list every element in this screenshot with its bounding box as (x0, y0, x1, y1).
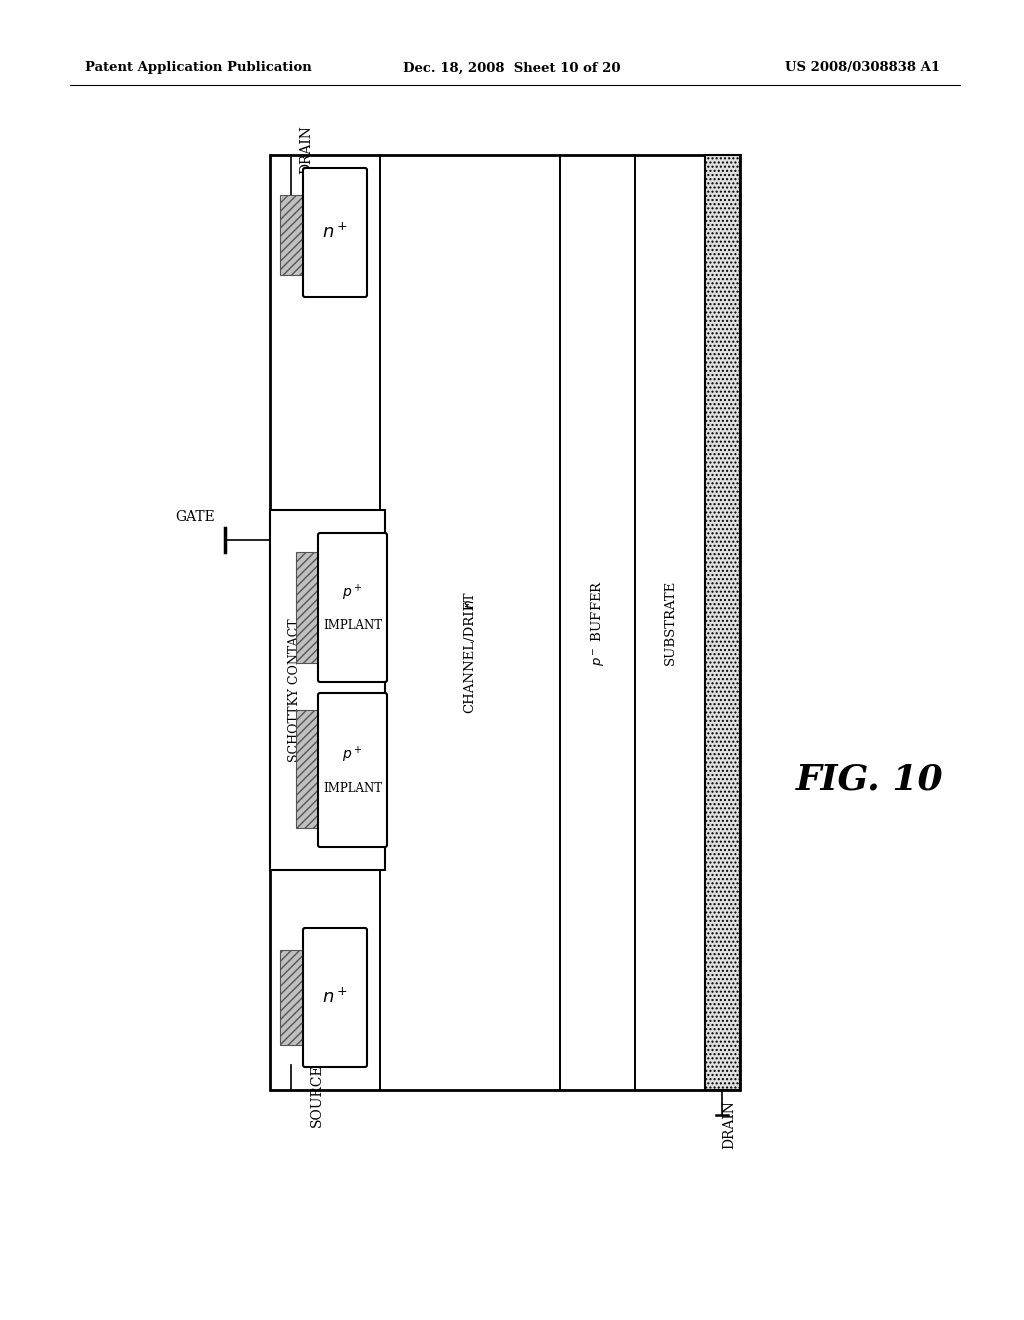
Text: GATE: GATE (175, 510, 215, 524)
FancyBboxPatch shape (303, 168, 367, 297)
Text: IMPLANT: IMPLANT (323, 781, 382, 795)
Text: Dec. 18, 2008  Sheet 10 of 20: Dec. 18, 2008 Sheet 10 of 20 (403, 62, 621, 74)
Text: SUBSTRATE: SUBSTRATE (664, 579, 677, 665)
Bar (270, 510, 385, 870)
Text: IMPLANT: IMPLANT (323, 619, 382, 632)
Text: $n^+$: $n^+$ (322, 223, 348, 242)
Bar (705, 154, 740, 1090)
Text: $p^+$: $p^+$ (342, 744, 362, 766)
Text: Patent Application Publication: Patent Application Publication (85, 62, 311, 74)
Bar (296, 710, 319, 828)
Text: DRAIN: DRAIN (722, 1101, 736, 1150)
Bar (296, 552, 319, 663)
Text: FIG. 10: FIG. 10 (797, 763, 944, 797)
Text: $n^+$: $n^+$ (322, 987, 348, 1007)
Bar (280, 950, 305, 1045)
FancyBboxPatch shape (318, 693, 387, 847)
FancyBboxPatch shape (303, 928, 367, 1067)
Text: SOURCE: SOURCE (310, 1063, 324, 1127)
Bar (270, 154, 740, 1090)
Text: $p^-$ BUFFER: $p^-$ BUFFER (589, 579, 606, 665)
Text: DRAIN: DRAIN (299, 125, 313, 174)
Text: US 2008/0308838 A1: US 2008/0308838 A1 (784, 62, 940, 74)
FancyBboxPatch shape (318, 533, 387, 682)
Text: CHANNEL/DRIFT: CHANNEL/DRIFT (464, 591, 476, 713)
Text: $n$: $n$ (463, 599, 477, 610)
Text: SCHOTTKY CONTACT: SCHOTTKY CONTACT (289, 618, 301, 762)
Text: $p^+$: $p^+$ (342, 582, 362, 603)
Bar (280, 195, 305, 275)
